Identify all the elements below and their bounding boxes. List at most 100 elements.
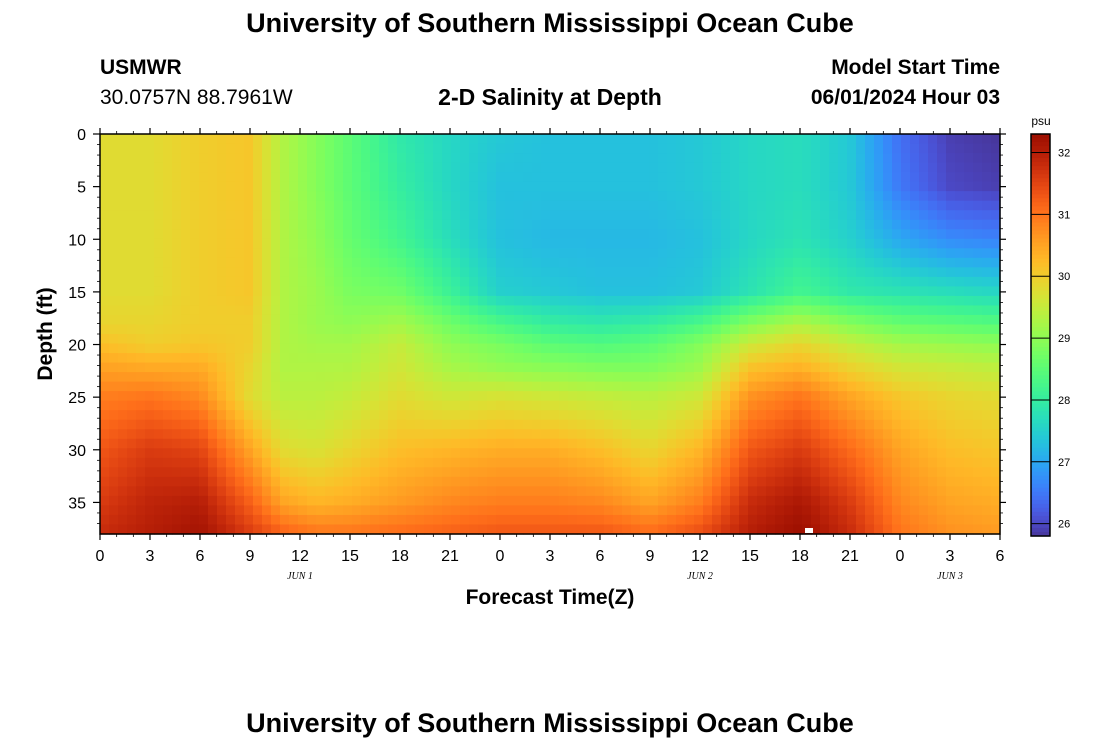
heatmap-cell xyxy=(307,295,317,307)
heatmap-cell xyxy=(793,429,803,440)
heatmap-cell xyxy=(901,448,911,459)
heatmap-cell xyxy=(892,229,902,240)
heatmap-cell xyxy=(325,248,335,259)
heatmap-cell xyxy=(820,467,830,478)
heatmap-cell xyxy=(955,524,965,535)
heatmap-cell xyxy=(145,514,155,526)
heatmap-cell xyxy=(406,362,416,373)
heatmap-cell xyxy=(748,181,758,192)
heatmap-cell xyxy=(640,486,650,497)
heatmap-cell xyxy=(559,143,569,154)
heatmap-cell xyxy=(865,457,875,468)
heatmap-cell xyxy=(514,448,524,459)
heatmap-cell xyxy=(784,314,794,326)
heatmap-cell xyxy=(145,381,155,392)
heatmap-cell xyxy=(784,276,794,287)
heatmap-cell xyxy=(505,524,515,535)
heatmap-cell xyxy=(442,391,452,402)
heatmap-cell xyxy=(649,210,659,221)
heatmap-cell xyxy=(154,305,164,316)
heatmap-cell xyxy=(361,229,371,240)
heatmap-cell xyxy=(469,191,479,202)
heatmap-cell xyxy=(703,495,713,507)
heatmap-cell xyxy=(217,134,227,145)
heatmap-cell xyxy=(973,334,983,345)
heatmap-cell xyxy=(469,314,479,326)
heatmap-cell xyxy=(460,505,470,516)
heatmap-cell xyxy=(784,362,794,373)
heatmap-cell xyxy=(721,505,731,516)
heatmap-cell xyxy=(460,229,470,240)
heatmap-cell xyxy=(181,267,191,278)
heatmap-cell xyxy=(649,134,659,145)
heatmap-cell xyxy=(424,400,434,411)
heatmap-cell xyxy=(937,334,947,345)
heatmap-cell xyxy=(937,476,947,487)
heatmap-cell xyxy=(811,400,821,411)
heatmap-cell xyxy=(172,295,182,307)
colorbar-segment xyxy=(1031,507,1050,513)
heatmap-cell xyxy=(523,476,533,487)
heatmap-cell xyxy=(901,181,911,192)
heatmap-cell xyxy=(217,162,227,173)
heatmap-cell xyxy=(694,391,704,402)
heatmap-cell xyxy=(820,295,830,307)
heatmap-cell xyxy=(199,162,209,173)
heatmap-cell xyxy=(658,476,668,487)
heatmap-cell xyxy=(109,314,119,326)
heatmap-cell xyxy=(361,467,371,478)
heatmap-cell xyxy=(919,391,929,402)
heatmap-cell xyxy=(199,486,209,497)
heatmap-cell xyxy=(937,514,947,526)
heatmap-cell xyxy=(964,191,974,202)
heatmap-cell xyxy=(730,200,740,211)
heatmap-cell xyxy=(406,457,416,468)
heatmap-cell xyxy=(235,286,245,297)
heatmap-cell xyxy=(154,514,164,526)
heatmap-cell xyxy=(874,210,884,221)
heatmap-cell xyxy=(757,343,767,354)
heatmap-cell xyxy=(595,162,605,173)
heatmap-cell xyxy=(388,305,398,316)
heatmap-cell xyxy=(424,200,434,211)
heatmap-cell xyxy=(172,229,182,240)
heatmap-cell xyxy=(397,276,407,287)
heatmap-cell xyxy=(415,524,425,535)
heatmap-cell xyxy=(757,286,767,297)
heatmap-cell xyxy=(451,134,461,145)
heatmap-cell xyxy=(586,419,596,430)
heatmap-cell xyxy=(235,191,245,202)
heatmap-cell xyxy=(280,191,290,202)
heatmap-cell xyxy=(550,486,560,497)
heatmap-cell xyxy=(226,438,236,449)
heatmap-cell xyxy=(154,448,164,459)
heatmap-cell xyxy=(784,400,794,411)
heatmap-cell xyxy=(982,353,992,364)
heatmap-cell xyxy=(829,200,839,211)
heatmap-cell xyxy=(352,286,362,297)
heatmap-cell xyxy=(865,238,875,249)
heatmap-cell xyxy=(109,400,119,411)
heatmap-cell xyxy=(253,419,263,430)
heatmap-cell xyxy=(433,229,443,240)
heatmap-cell xyxy=(532,276,542,287)
colorbar-tick-label: 29 xyxy=(1058,333,1070,345)
heatmap-cell xyxy=(451,286,461,297)
heatmap-cell xyxy=(658,438,668,449)
heatmap-cell xyxy=(964,343,974,354)
heatmap-cell xyxy=(163,162,173,173)
colorbar-segment xyxy=(1031,423,1050,429)
heatmap-cell xyxy=(280,505,290,516)
heatmap-cell xyxy=(469,391,479,402)
heatmap-cell xyxy=(523,438,533,449)
heatmap-cell xyxy=(613,381,623,392)
heatmap-cell xyxy=(514,372,524,383)
heatmap-cell xyxy=(541,495,551,507)
heatmap-cell xyxy=(271,219,281,230)
heatmap-cell xyxy=(523,162,533,173)
heatmap-cell xyxy=(181,457,191,468)
heatmap-cell xyxy=(829,419,839,430)
heatmap-cell xyxy=(694,267,704,278)
heatmap-cell xyxy=(244,219,254,230)
heatmap-cell xyxy=(235,134,245,145)
